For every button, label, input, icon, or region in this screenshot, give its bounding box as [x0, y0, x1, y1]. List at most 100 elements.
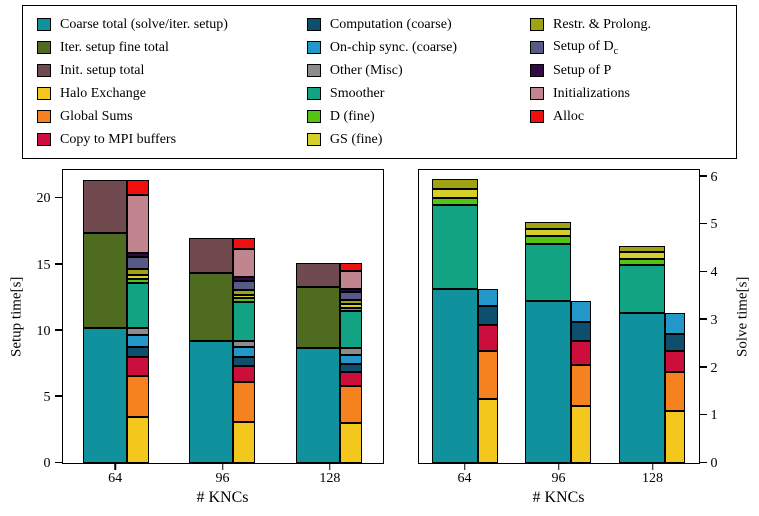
segment-coarse_total [618, 312, 665, 463]
segment-copy_to_mpi_buffers [126, 357, 149, 376]
segment-init_setup_total [82, 179, 127, 233]
legend-swatch-restr_prolong [529, 18, 544, 31]
legend-swatch-copy_to_mpi_buffers [37, 133, 51, 146]
segment-d_fine [126, 279, 149, 284]
y-tick-mark [699, 270, 707, 273]
segment-halo_exchange [478, 398, 499, 463]
segment-alloc [340, 263, 363, 272]
x-tick-label-64: 64 [457, 471, 472, 486]
legend-label: On-chip sync. (coarse) [329, 39, 458, 55]
y-tick-label: 10 [36, 323, 51, 339]
setup-time-plot-area [61, 169, 384, 464]
legend-swatch-alloc [529, 110, 544, 123]
solve-time-chart: 64 96 128 # KNCs 0 1 2 3 4 5 6 Solve time[s] [417, 169, 752, 513]
left-y-axis-label: Setup time[s] [8, 276, 24, 357]
y-tick-label: 15 [36, 257, 51, 273]
right-y-axis-label: Solve time[s] [734, 276, 750, 357]
legend-label: Computation (coarse) [329, 16, 452, 32]
segment-other_misc [340, 347, 363, 355]
segment-global_sums [126, 375, 149, 417]
segment-d_fine [340, 307, 363, 311]
legend-column-1: Coarse total (solve/iter. setup) Iter. se… [37, 15, 297, 149]
legend-item-gs_fine: GS (fine) [306, 130, 520, 149]
legend-item-other_misc: Other (Misc) [306, 61, 520, 80]
segment-gs_fine [525, 229, 572, 237]
legend-label: Coarse total (solve/iter. setup) [60, 16, 228, 32]
segment-iter_setup_fine_total [296, 287, 341, 348]
segment-copy_to_mpi_buffers [233, 366, 256, 383]
segment-init_setup_total [189, 238, 234, 273]
segment-initializations [340, 271, 363, 289]
segment-coarse_total [189, 341, 234, 463]
legend-swatch-d_fine [306, 110, 321, 123]
x-tick-mark [557, 464, 560, 470]
left-y-axis-ticks: 0 5 10 15 20 [26, 169, 62, 471]
legend-column-2: Computation (coarse) On-chip sync. (coars… [306, 15, 520, 149]
y-tick-label: 0 [43, 456, 51, 471]
segment-initializations [126, 194, 149, 253]
segment-copy_to_mpi_buffers [340, 371, 363, 387]
legend-label: Iter. setup fine total [60, 39, 169, 55]
totals-bar-64 [432, 179, 479, 463]
segment-halo_exchange [664, 410, 685, 463]
segment-coarse_total [525, 300, 572, 463]
legend-label: Init. setup total [60, 62, 145, 78]
breakdown-bar-128 [664, 312, 685, 463]
legend-label: Smoother [329, 85, 385, 101]
segment-coarse_total [82, 328, 127, 463]
segment-computation_coarse [478, 305, 499, 325]
segment-smoother [525, 243, 572, 301]
legend-swatch-halo_exchange [37, 87, 51, 100]
legend-item-copy_to_mpi_buffers: Copy to MPI buffers [37, 130, 297, 149]
x-tick-label-128: 128 [319, 471, 341, 486]
segment-global_sums [571, 365, 592, 406]
y-tick-mark [54, 263, 62, 265]
legend-item-initializations: Initializations [529, 84, 726, 103]
legend-item-iter_setup_fine_total: Iter. setup fine total [37, 38, 297, 57]
legend-item-init_setup_total: Init. setup total [37, 61, 297, 80]
breakdown-bar-64 [126, 180, 149, 463]
segment-d_fine [432, 198, 479, 206]
left-x-axis-ticks: 64 96 128 [62, 464, 384, 489]
x-tick-label-96: 96 [215, 471, 230, 486]
segment-restr_prolong [432, 179, 479, 189]
legend-swatch-setup_dc [529, 41, 544, 54]
legend-swatch-coarse_total [37, 18, 51, 31]
segment-smoother [618, 265, 665, 313]
segment-gs_fine [126, 275, 149, 280]
segment-halo_exchange [340, 423, 363, 463]
legend-item-global_sums: Global Sums [37, 107, 297, 126]
right-y-axis-ticks: 0 1 2 3 4 5 6 [699, 169, 734, 471]
y-tick-label: 0 [710, 456, 718, 471]
segment-halo_exchange [126, 416, 149, 463]
segment-global_sums [340, 386, 363, 424]
legend-item-computation_coarse: Computation (coarse) [306, 15, 520, 34]
right-x-axis-ticks: 64 96 128 [418, 464, 700, 489]
bar-group-96 [189, 238, 256, 463]
y-tick-label: 4 [710, 265, 718, 281]
legend-label: Restr. & Prolong. [552, 16, 651, 32]
bar-group-64 [432, 179, 499, 463]
legend-swatch-iter_setup_fine_total [37, 41, 51, 54]
legend-item-halo_exchange: Halo Exchange [37, 84, 297, 103]
totals-bar-128 [618, 245, 665, 463]
right-x-axis-label: # KNCs [532, 489, 585, 506]
legend-label: GS (fine) [329, 131, 383, 147]
segment-copy_to_mpi_buffers [478, 324, 499, 351]
segment-onchip_sync_coarse [340, 354, 363, 364]
legend-swatch-gs_fine [306, 133, 321, 146]
legend-label: Global Sums [60, 108, 133, 124]
x-tick-mark [114, 464, 116, 470]
segment-restr_prolong [525, 222, 572, 230]
charts-row: Setup time[s] 0 5 10 15 20 64 96 128 # KNCs 64… [8, 169, 751, 513]
segment-onchip_sync_coarse [478, 288, 499, 306]
segment-global_sums [233, 382, 256, 422]
legend-swatch-computation_coarse [306, 18, 321, 31]
segment-other_misc [233, 341, 256, 347]
segment-setup_dc [233, 280, 256, 290]
segment-copy_to_mpi_buffers [571, 341, 592, 366]
legend: Coarse total (solve/iter. setup) Iter. se… [22, 5, 737, 159]
legend-item-setup_p: Setup of P [529, 61, 726, 80]
totals-bar-64 [82, 179, 127, 463]
segment-onchip_sync_coarse [126, 334, 149, 347]
